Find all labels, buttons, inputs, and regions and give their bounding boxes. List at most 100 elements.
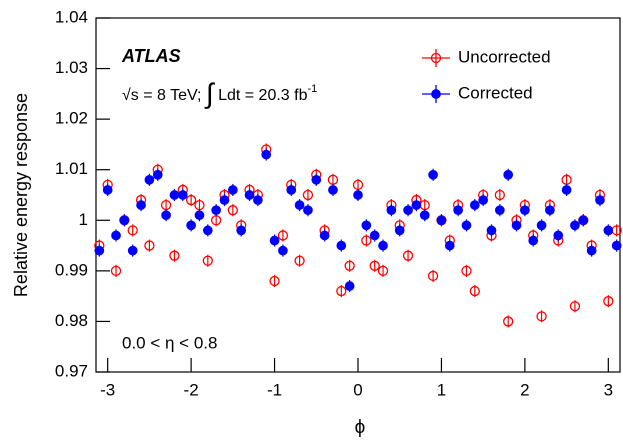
data-point bbox=[353, 190, 363, 200]
data-point bbox=[336, 240, 347, 251]
data-point bbox=[261, 149, 272, 160]
data-point bbox=[219, 195, 230, 205]
data-point bbox=[110, 265, 122, 277]
data-point bbox=[136, 200, 146, 210]
y-tick-label: 1.01 bbox=[55, 159, 88, 178]
data-point bbox=[127, 225, 138, 236]
data-point bbox=[461, 265, 472, 277]
data-point bbox=[244, 190, 255, 200]
data-point bbox=[586, 245, 597, 256]
x-tick-label: -2 bbox=[184, 380, 199, 399]
data-point bbox=[595, 195, 605, 205]
data-point bbox=[394, 225, 405, 236]
data-point bbox=[361, 220, 372, 231]
data-point bbox=[361, 235, 372, 246]
y-tick-label: 1.03 bbox=[55, 58, 88, 77]
data-point bbox=[169, 190, 180, 200]
data-point bbox=[294, 200, 305, 210]
data-point bbox=[211, 205, 222, 216]
data-point bbox=[427, 270, 439, 282]
data-point bbox=[411, 200, 422, 210]
data-point bbox=[144, 174, 155, 185]
data-point bbox=[570, 220, 580, 231]
lumi-sup: -1 bbox=[307, 83, 317, 95]
data-point bbox=[319, 230, 330, 241]
data-point bbox=[561, 185, 572, 195]
data-point bbox=[469, 200, 480, 210]
data-point bbox=[453, 205, 463, 216]
data-point bbox=[603, 296, 614, 307]
lumi-main: √s = 8 TeV; bbox=[122, 87, 202, 104]
data-point bbox=[161, 210, 171, 221]
data-point bbox=[369, 260, 380, 271]
data-point bbox=[344, 281, 355, 291]
x-tick-label: -1 bbox=[267, 380, 282, 399]
region-label: 0.0 < η < 0.8 bbox=[122, 333, 217, 352]
data-point bbox=[311, 174, 322, 185]
data-point bbox=[569, 301, 581, 312]
lumi-integral: ∫ bbox=[204, 78, 216, 109]
data-point bbox=[185, 194, 197, 206]
data-point bbox=[494, 189, 505, 201]
legend-label: Uncorrected bbox=[458, 47, 551, 66]
data-point bbox=[127, 245, 138, 256]
x-tick-label: 3 bbox=[604, 380, 613, 399]
data-point bbox=[253, 195, 263, 205]
data-point bbox=[169, 250, 180, 261]
data-point bbox=[536, 220, 547, 231]
x-tick-label: 2 bbox=[520, 380, 529, 399]
data-point bbox=[503, 169, 514, 180]
data-point bbox=[461, 220, 472, 231]
data-point bbox=[94, 245, 105, 256]
data-point bbox=[553, 230, 564, 241]
data-point bbox=[503, 316, 514, 327]
data-point bbox=[227, 185, 238, 195]
data-point bbox=[269, 235, 280, 246]
data-point bbox=[144, 240, 155, 251]
data-point bbox=[578, 215, 589, 226]
data-point bbox=[328, 185, 338, 195]
data-point bbox=[419, 210, 430, 221]
y-tick-label: 1.02 bbox=[55, 109, 88, 128]
data-point bbox=[545, 205, 555, 216]
data-point bbox=[294, 255, 305, 266]
y-tick-label: 1 bbox=[79, 210, 88, 229]
data-point bbox=[177, 190, 188, 200]
data-point bbox=[611, 240, 622, 251]
data-point bbox=[494, 205, 505, 216]
data-point bbox=[303, 205, 313, 216]
data-point bbox=[536, 311, 547, 322]
data-point bbox=[444, 240, 455, 251]
legend-label: Corrected bbox=[458, 83, 533, 102]
data-point bbox=[278, 245, 288, 256]
data-point bbox=[269, 275, 280, 287]
legend-marker bbox=[431, 89, 441, 99]
data-point bbox=[428, 169, 438, 180]
y-tick-label: 1.04 bbox=[55, 7, 88, 26]
data-point bbox=[478, 195, 489, 205]
data-point bbox=[344, 260, 355, 271]
data-point bbox=[378, 240, 388, 251]
x-tick-label: 1 bbox=[437, 380, 446, 399]
y-tick-label: 0.99 bbox=[55, 260, 88, 279]
lumi-label: √s = 8 TeV; ∫ Ldt = 20.3 fb-1 bbox=[122, 78, 317, 109]
data-point bbox=[202, 255, 213, 266]
x-tick-label: 0 bbox=[353, 380, 362, 399]
lumi-rest: Ldt = 20.3 fb bbox=[218, 87, 308, 104]
data-point bbox=[119, 215, 130, 226]
data-point bbox=[336, 285, 347, 297]
data-point bbox=[511, 220, 522, 231]
data-point bbox=[520, 205, 530, 216]
data-point bbox=[202, 225, 213, 236]
data-point bbox=[402, 250, 414, 261]
data-point bbox=[386, 205, 397, 216]
data-point bbox=[528, 235, 539, 246]
x-axis-label: ϕ bbox=[355, 417, 366, 438]
data-point bbox=[486, 225, 497, 236]
data-point bbox=[102, 185, 113, 195]
data-point bbox=[286, 185, 297, 195]
y-axis-label: Relative energy response bbox=[11, 93, 31, 297]
data-point bbox=[236, 225, 247, 236]
data-point bbox=[277, 230, 289, 241]
